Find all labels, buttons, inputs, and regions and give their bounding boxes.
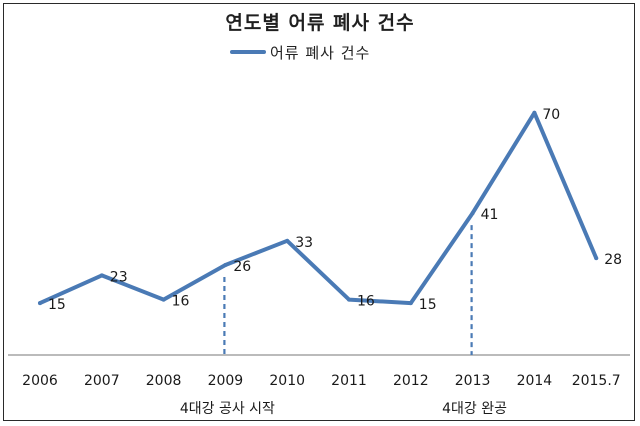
data-point [347, 297, 351, 302]
data-point [408, 301, 413, 306]
data-label: 41 [481, 207, 499, 223]
x-tick-label: 2006 [22, 373, 58, 389]
x-tick-label: 2008 [146, 373, 182, 389]
x-tick-label: 2010 [269, 373, 305, 389]
data-point [161, 297, 166, 302]
legend: 어류 폐사 건수 [230, 42, 370, 62]
x-tick-label: 2013 [455, 373, 491, 389]
data-point [99, 273, 104, 278]
data-label: 70 [542, 107, 560, 123]
data-label: 28 [604, 252, 622, 268]
x-tick-label: 2007 [84, 373, 120, 389]
x-tick-label: 2011 [331, 373, 367, 389]
x-tick-label: 2015.7 [572, 373, 621, 389]
data-point [285, 238, 290, 243]
annotation-label: 4대강 공사 시작 [180, 401, 275, 417]
legend-label: 어류 폐사 건수 [270, 43, 371, 62]
data-label: 33 [295, 235, 313, 251]
chart-frame [3, 3, 635, 421]
series-line [38, 110, 599, 306]
x-tick-label: 2009 [208, 373, 244, 389]
data-point [38, 301, 42, 306]
data-label: 23 [110, 269, 128, 285]
data-point [470, 211, 475, 216]
data-point [594, 256, 599, 261]
annotation-label: 4대강 완공 [442, 401, 507, 417]
legend-swatch [230, 50, 266, 54]
data-point [532, 110, 537, 115]
data-label: 16 [172, 294, 190, 310]
data-label: 26 [233, 259, 251, 275]
data-label: 16 [357, 294, 375, 310]
data-point [223, 263, 228, 268]
chart-title: 연도별 어류 폐사 건수 [225, 12, 415, 34]
data-label: 15 [48, 297, 66, 313]
x-tick-label: 2014 [517, 373, 553, 389]
data-label: 15 [419, 297, 437, 313]
x-tick-label: 2012 [393, 373, 429, 389]
